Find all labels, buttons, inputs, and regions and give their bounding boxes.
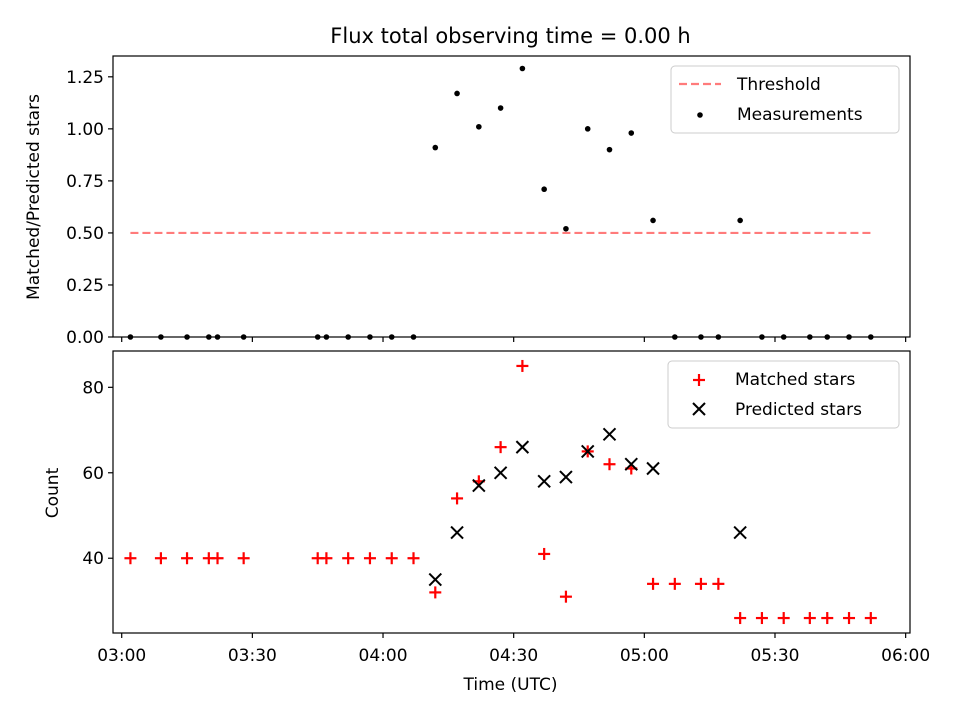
matched-star-point xyxy=(777,612,790,625)
matched-star-point xyxy=(181,552,194,565)
measurement-point xyxy=(628,130,635,136)
x-tick-label: 04:30 xyxy=(489,646,538,666)
matched-star-point xyxy=(734,612,747,625)
bottom-plot-area xyxy=(124,359,877,625)
predicted-star-point xyxy=(428,572,442,587)
y-tick-label: 80 xyxy=(82,378,104,398)
top-x-ticks xyxy=(121,337,907,342)
chart-title: Flux total observing time = 0.00 h xyxy=(330,24,690,48)
matched-star-point xyxy=(516,359,529,372)
predicted-star-point xyxy=(624,457,638,471)
top-panel: Flux total observing time = 0.00 h Match… xyxy=(24,24,911,348)
matched-star-point xyxy=(603,458,616,471)
top-legend: Threshold Measurements xyxy=(670,65,900,134)
legend-measurements-swatch xyxy=(697,112,703,118)
x-tick-label: 04:00 xyxy=(359,646,408,666)
y-tick-label: 0.75 xyxy=(66,172,104,192)
predicted-star-point xyxy=(733,525,747,540)
matched-star-point xyxy=(864,612,877,625)
matched-star-point xyxy=(237,552,250,565)
matched-star-point xyxy=(451,492,464,505)
bottom-x-ticks: 03:00 03:30 04:00 04:30 05:00 05:30 06:00 xyxy=(97,633,930,666)
matched-star-point xyxy=(320,552,333,565)
measurement-point xyxy=(606,146,613,153)
matched-star-point xyxy=(647,577,660,590)
matched-star-point xyxy=(843,612,856,625)
y-tick-label: 1.25 xyxy=(66,68,104,88)
measurement-point xyxy=(454,90,460,97)
measurement-point xyxy=(650,217,656,224)
matched-star-point xyxy=(494,441,507,454)
matched-star-point xyxy=(385,552,398,565)
matched-star-point xyxy=(559,590,572,603)
measurement-point xyxy=(476,123,482,130)
measurement-point xyxy=(584,126,591,132)
x-axis-label: Time (UTC) xyxy=(463,675,558,695)
predicted-star-point xyxy=(493,466,508,480)
measurement-point xyxy=(497,105,504,111)
x-tick-label: 03:30 xyxy=(228,646,277,666)
x-tick-label: 06:00 xyxy=(881,646,930,666)
matched-star-point xyxy=(429,586,442,599)
y-tick-label: 0.50 xyxy=(66,224,104,244)
y-tick-label: 0.00 xyxy=(66,328,104,348)
matched-star-point xyxy=(538,547,551,560)
measurement-point xyxy=(737,217,743,224)
x-tick-label: 03:00 xyxy=(97,646,146,666)
matched-star-point xyxy=(407,552,420,565)
legend-threshold-label: Threshold xyxy=(736,75,821,95)
matched-star-point xyxy=(154,552,167,565)
predicted-star-point xyxy=(581,444,595,459)
matched-star-point xyxy=(712,577,725,590)
matched-star-point xyxy=(668,577,681,590)
predicted-star-point xyxy=(515,440,530,454)
measurement-point xyxy=(541,186,547,193)
matched-star-point xyxy=(342,552,355,565)
matched-star-point xyxy=(363,552,376,565)
measurement-point xyxy=(563,225,569,232)
measurement-point xyxy=(519,65,526,72)
predicted-star-point xyxy=(646,461,660,476)
top-y-axis-label: Matched/Predicted stars xyxy=(24,94,44,300)
predicted-star-point xyxy=(450,525,464,540)
bottom-y-axis-label: Count xyxy=(43,467,63,518)
legend-predicted-label: Predicted stars xyxy=(735,400,862,420)
matched-star-point xyxy=(755,612,768,625)
bottom-legend: Matched stars Predicted stars xyxy=(667,360,900,429)
bottom-axes-frame xyxy=(112,350,911,634)
predicted-star-point xyxy=(602,427,617,442)
matched-star-point xyxy=(694,577,707,590)
bottom-legend-box xyxy=(667,360,900,429)
matched-star-point xyxy=(124,552,137,565)
top-axes-frame xyxy=(112,55,911,338)
top-legend-box xyxy=(670,65,900,134)
predicted-star-point xyxy=(537,474,551,489)
legend-matched-swatch xyxy=(693,374,705,386)
predicted-star-point xyxy=(559,470,573,484)
matched-star-point xyxy=(803,612,816,625)
matched-star-point xyxy=(821,612,834,625)
y-tick-label: 0.25 xyxy=(66,276,104,296)
top-y-ticks: 0.00 0.25 0.50 0.75 1.00 1.25 xyxy=(66,68,113,348)
measurement-point xyxy=(432,144,439,151)
legend-matched-label: Matched stars xyxy=(735,370,855,390)
matched-star-point xyxy=(211,552,224,565)
predicted-star-point xyxy=(472,478,486,493)
top-plot-area xyxy=(127,65,874,340)
x-tick-label: 05:00 xyxy=(620,646,669,666)
y-tick-label: 1.00 xyxy=(66,120,104,140)
x-tick-label: 05:30 xyxy=(750,646,799,666)
bottom-y-ticks: 40 60 80 xyxy=(82,378,113,569)
legend-predicted-swatch xyxy=(692,402,706,416)
legend-measurements-label: Measurements xyxy=(737,105,863,125)
y-tick-label: 40 xyxy=(82,549,104,569)
y-tick-label: 60 xyxy=(82,464,104,484)
